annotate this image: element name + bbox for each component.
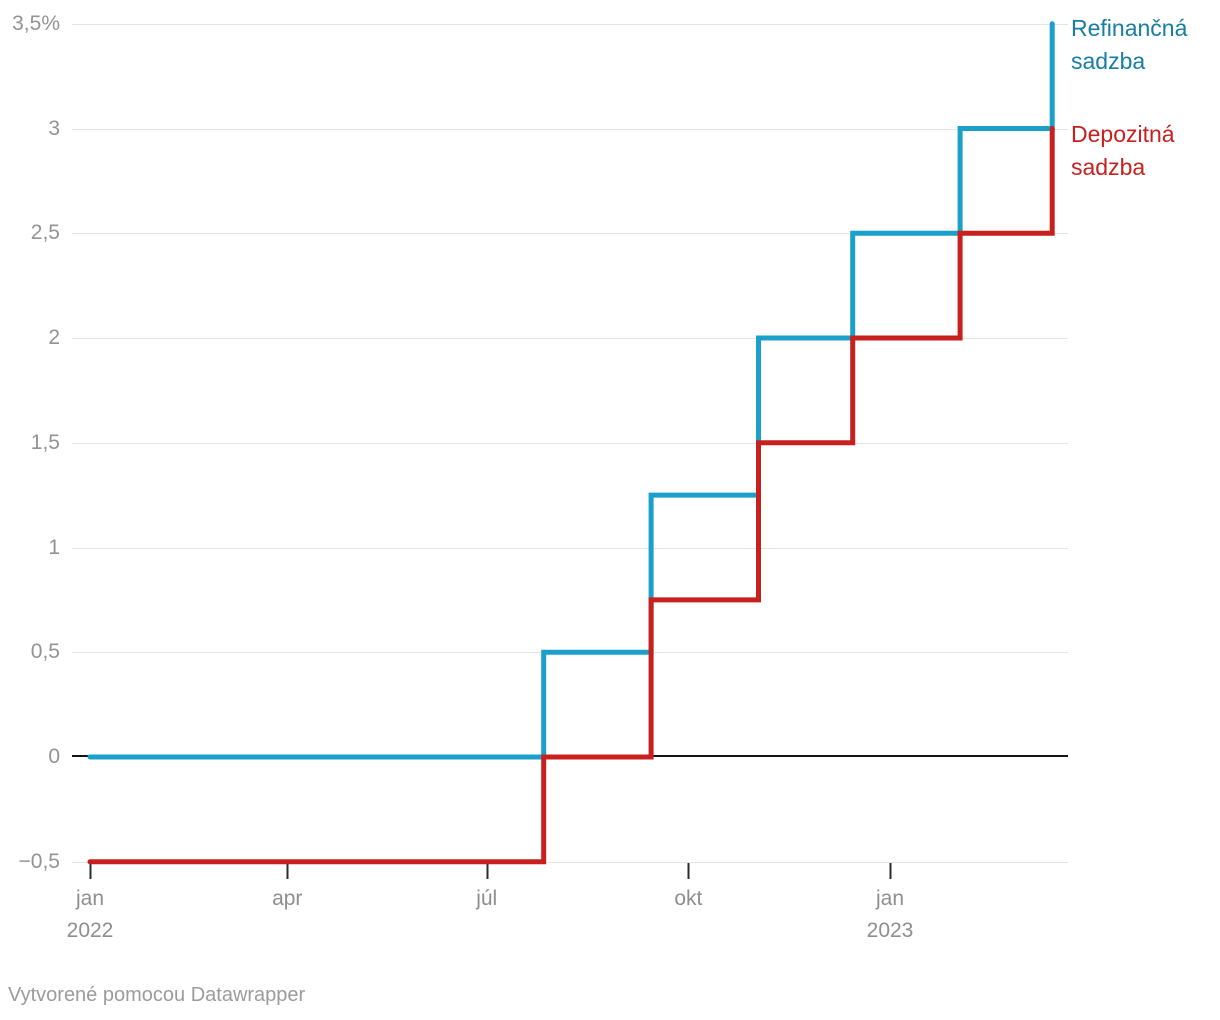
legend-label-depozitna-sadzba: Depozitná sadzba: [1071, 121, 1175, 180]
series-line-depozitna-sadzba: [87, 126, 1055, 865]
y-axis-label: 2,5: [30, 221, 60, 245]
x-axis-year-label: 2022: [66, 919, 114, 942]
y-axis-label: 3: [48, 116, 60, 140]
y-axis-label: 3,5%: [12, 11, 60, 35]
attribution-text: Vytvorené pomocou Datawrapper: [8, 984, 306, 1006]
x-axis-label: jan: [75, 887, 105, 910]
y-axis-label: 1: [48, 535, 60, 559]
series-line-refinancna-sadzba: [87, 21, 1055, 760]
legend-label-refinancna-sadzba: Refinančná sadzba: [1071, 15, 1188, 74]
y-axis-label: 2: [48, 326, 60, 349]
y-axis-label: 1,5: [30, 430, 60, 454]
x-axis-label: júl: [476, 887, 498, 910]
x-axis-label: apr: [272, 887, 303, 910]
x-axis-label: jan: [875, 887, 905, 910]
y-axis-label: −0,5: [18, 849, 60, 873]
x-axis-label: okt: [674, 887, 703, 910]
y-axis-label: 0: [48, 745, 60, 768]
y-axis-label: 0,5: [30, 640, 60, 664]
x-axis-year-label: 2023: [866, 919, 914, 942]
